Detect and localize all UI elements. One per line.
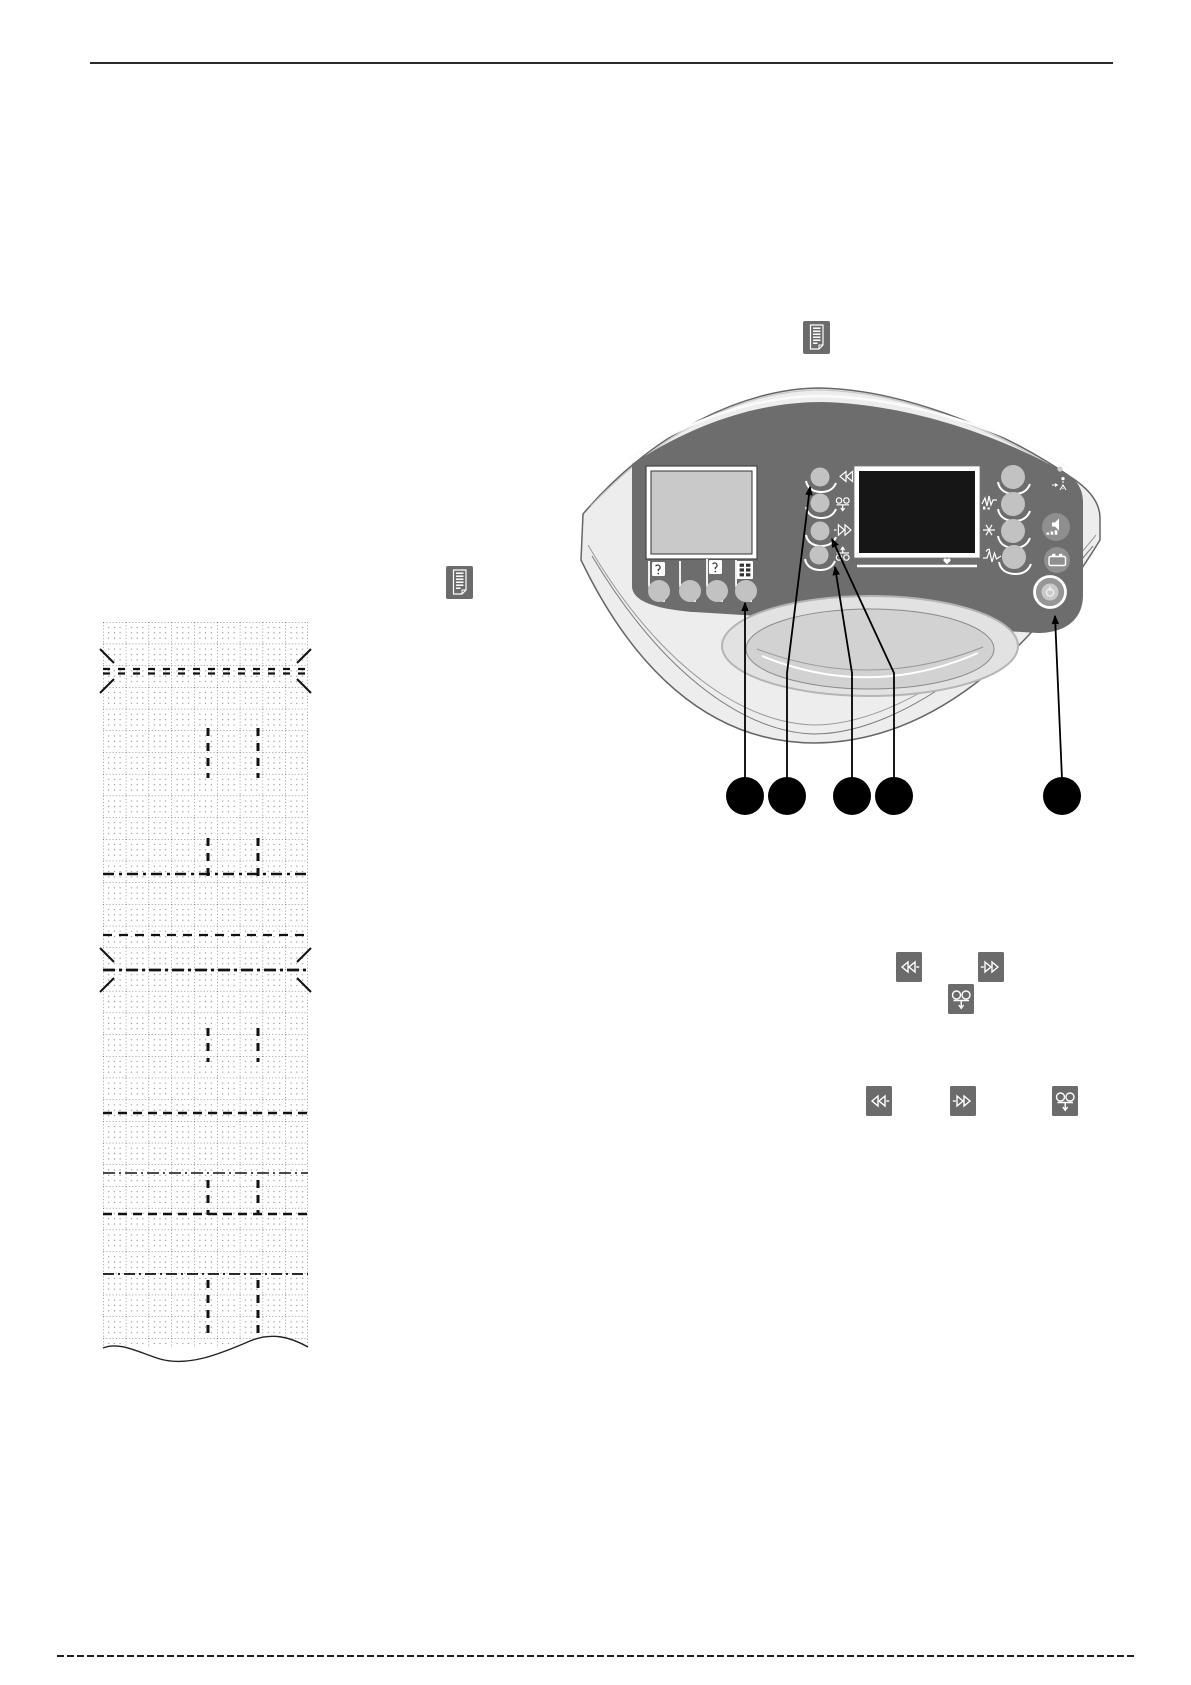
callout-marker-1 xyxy=(726,777,764,815)
right-button-column xyxy=(981,465,1032,576)
panel-button xyxy=(1001,519,1025,543)
transducer-icon xyxy=(652,562,665,576)
main-display xyxy=(853,465,981,568)
mark-down-icon xyxy=(835,497,850,512)
recorder-paper-icon xyxy=(803,321,830,354)
chart-grid xyxy=(103,622,308,1348)
torn-edge xyxy=(102,1335,309,1363)
mark-icon xyxy=(1052,1086,1078,1116)
volume-button xyxy=(1042,513,1070,541)
panel-button xyxy=(648,580,670,602)
paper-compartment xyxy=(721,595,1019,697)
monitor-figure xyxy=(580,387,1101,815)
fast-forward-icon xyxy=(834,523,852,537)
chart-trace-dashes xyxy=(206,728,260,1340)
fast-forward-icon xyxy=(978,952,1004,982)
status-led xyxy=(1057,466,1063,472)
fast-reverse-icon xyxy=(866,1086,892,1116)
fast-reverse-button xyxy=(810,467,830,487)
panel-button xyxy=(679,580,701,602)
mark-up-button xyxy=(809,545,829,565)
tearoff-ticks xyxy=(99,648,312,993)
footer-rule xyxy=(57,1655,1134,1657)
mark-icon xyxy=(948,984,974,1014)
callout-leaders xyxy=(741,485,1063,780)
middle-button-column xyxy=(804,467,857,572)
chart-dashed-rules xyxy=(103,667,308,1275)
fast-forward-icon xyxy=(950,1086,976,1116)
power-button xyxy=(1033,575,1067,609)
callout-marker-2 xyxy=(768,777,806,815)
panel-button xyxy=(1001,492,1025,516)
snowflake-icon xyxy=(983,524,995,536)
indicator-cluster xyxy=(1033,466,1070,609)
dip-switch-icon xyxy=(737,561,753,579)
chart-strip-figure xyxy=(99,622,312,1363)
callout-marker-4 xyxy=(875,777,913,815)
panel-button xyxy=(1002,545,1026,569)
fast-forward-button xyxy=(810,521,830,541)
panel-button xyxy=(735,580,757,602)
left-button-row xyxy=(648,559,757,602)
battery-button xyxy=(1044,547,1070,573)
mark-down-button xyxy=(810,493,830,513)
panel-button xyxy=(706,580,728,602)
telemetry-icon xyxy=(1052,477,1067,491)
recorder-paper-icon xyxy=(446,566,473,599)
fast-reverse-icon xyxy=(896,952,922,982)
transducer-icon xyxy=(709,560,722,574)
header-rule xyxy=(90,62,1113,64)
heart-icon xyxy=(943,558,951,565)
panel-button xyxy=(1001,465,1025,489)
left-display xyxy=(645,465,758,560)
pulse-bars-icon xyxy=(981,495,997,510)
pulse-wave-icon xyxy=(983,548,1002,563)
callout-marker-5 xyxy=(1043,777,1081,815)
callout-marker-3 xyxy=(833,777,871,815)
